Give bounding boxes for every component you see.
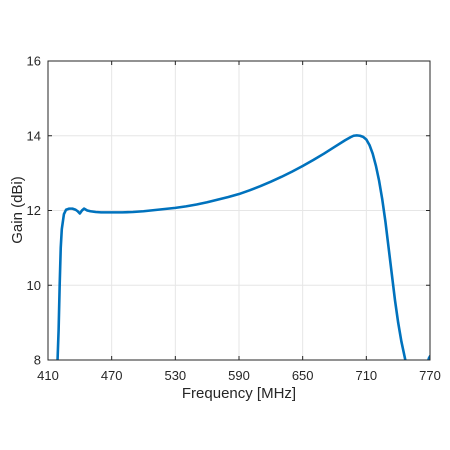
y-axis-label: Gain (dBi) [9, 176, 26, 244]
x-tick-label: 590 [228, 368, 250, 383]
y-tick-label: 16 [27, 54, 41, 69]
x-tick-label: 410 [37, 368, 59, 383]
x-tick-label: 650 [292, 368, 314, 383]
y-tick-label: 10 [27, 278, 41, 293]
series-line-1 [56, 134, 407, 360]
x-tick-label: 770 [419, 368, 441, 383]
x-tick-label: 710 [355, 368, 377, 383]
axes [47, 60, 431, 361]
x-axis-label: Frequency [MHz] [182, 385, 296, 402]
y-tick-label: 12 [27, 203, 41, 218]
y-tick-label: 8 [34, 353, 41, 368]
tick-labels: 410 470 530 590 650 710 770 8 10 12 14 16 [27, 54, 441, 384]
x-tick-label: 470 [101, 368, 123, 383]
x-tick-label: 530 [164, 368, 186, 383]
y-tick-label: 14 [27, 128, 41, 143]
